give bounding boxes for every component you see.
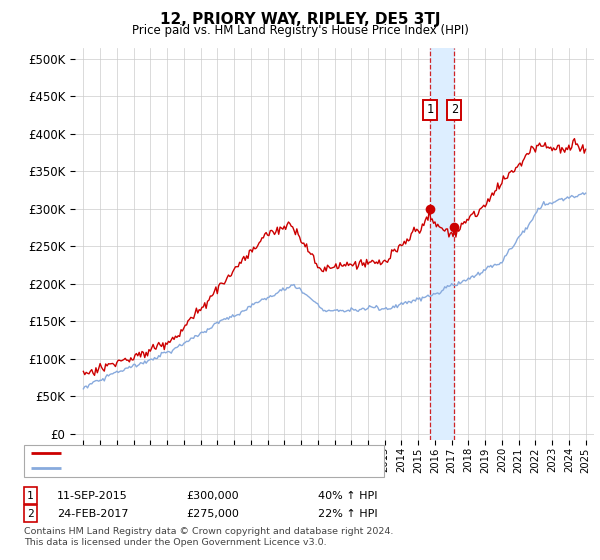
Text: 22% ↑ HPI: 22% ↑ HPI bbox=[318, 508, 377, 519]
Bar bbox=[430, 48, 454, 440]
Text: 12, PRIORY WAY, RIPLEY, DE5 3TJ (detached house): 12, PRIORY WAY, RIPLEY, DE5 3TJ (detache… bbox=[67, 449, 347, 459]
Text: This data is licensed under the Open Government Licence v3.0.: This data is licensed under the Open Gov… bbox=[24, 538, 326, 547]
Text: £275,000: £275,000 bbox=[186, 508, 239, 519]
Text: 2: 2 bbox=[27, 508, 34, 519]
Text: HPI: Average price, detached house, Amber Valley: HPI: Average price, detached house, Ambe… bbox=[67, 463, 342, 473]
Text: 1: 1 bbox=[27, 491, 34, 501]
Text: 12, PRIORY WAY, RIPLEY, DE5 3TJ: 12, PRIORY WAY, RIPLEY, DE5 3TJ bbox=[160, 12, 440, 27]
Text: 24-FEB-2017: 24-FEB-2017 bbox=[57, 508, 128, 519]
Text: Contains HM Land Registry data © Crown copyright and database right 2024.: Contains HM Land Registry data © Crown c… bbox=[24, 528, 394, 536]
Text: 11-SEP-2015: 11-SEP-2015 bbox=[57, 491, 128, 501]
Text: 40% ↑ HPI: 40% ↑ HPI bbox=[318, 491, 377, 501]
Text: 1: 1 bbox=[427, 103, 433, 116]
Text: £300,000: £300,000 bbox=[186, 491, 239, 501]
Text: Price paid vs. HM Land Registry's House Price Index (HPI): Price paid vs. HM Land Registry's House … bbox=[131, 24, 469, 36]
Text: 2: 2 bbox=[451, 103, 458, 116]
